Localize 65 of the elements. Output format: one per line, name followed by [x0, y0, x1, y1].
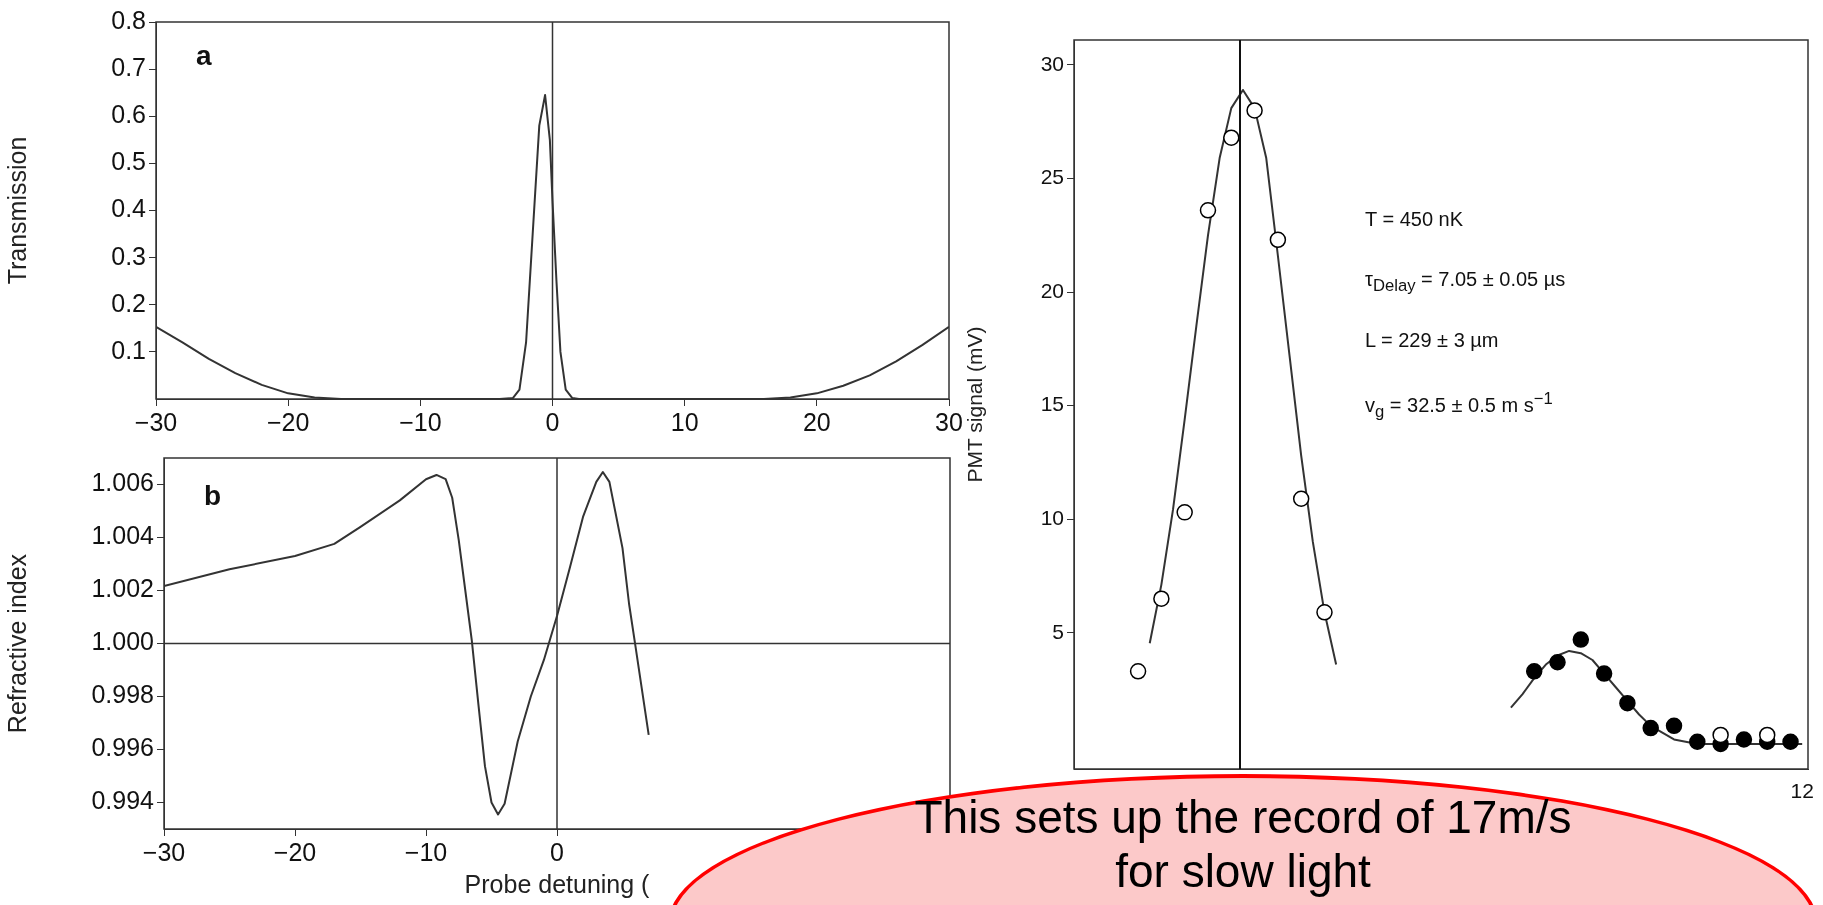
x-tick-label: −20 [273, 837, 317, 866]
y-tick-label: 0.3 [111, 241, 146, 270]
point [1712, 726, 1729, 744]
y-tick-label: 0.5 [111, 147, 146, 176]
y-tick-label: 5 [1052, 619, 1064, 643]
point [1782, 733, 1799, 750]
y-tick-label: 15 [1040, 392, 1064, 416]
point [1153, 590, 1170, 607]
annotation: L = 229 ± 3 µm [1365, 329, 1499, 352]
point [1269, 231, 1287, 249]
x-tick-label: 0 [545, 407, 560, 436]
y-tick-label: 1.004 [91, 521, 155, 550]
y-axis-title: Transmission [2, 136, 31, 285]
y-tick-label: 1.000 [91, 627, 154, 656]
annotation: v$_{g}$ = 32.5 ± 0.5 m s$^{−1}$ [1365, 389, 1553, 422]
point [1199, 202, 1217, 219]
point [1572, 631, 1590, 648]
y-tick-label: 1.002 [91, 574, 154, 603]
point [1689, 733, 1706, 750]
point [1735, 731, 1753, 748]
y-axis-title: Refractive index [2, 553, 31, 734]
y-tick-label: 0.994 [91, 786, 155, 815]
point [1223, 129, 1240, 146]
x-tick-label: 12 [1790, 779, 1814, 803]
y-tick-label: 30 [1040, 51, 1064, 75]
point [1642, 719, 1659, 737]
annotation: a [196, 40, 212, 72]
x-tick-label: 30 [935, 407, 963, 436]
point [1595, 665, 1613, 682]
y-tick-label: 0.1 [111, 335, 146, 364]
point [1525, 663, 1543, 680]
x-tick-label: −20 [266, 407, 310, 436]
annotation: b [204, 480, 222, 512]
y-tick-label: 0.998 [91, 680, 154, 709]
point [1549, 654, 1566, 671]
point [1246, 102, 1263, 119]
x-tick-label: 10 [670, 407, 699, 436]
x-axis-title: Probe detuning ( [464, 869, 651, 898]
x-tick-label: −10 [399, 407, 442, 436]
y-tick-label: 20 [1040, 278, 1064, 302]
y-tick-label: 25 [1040, 165, 1064, 189]
y-tick-label: 0.4 [111, 194, 147, 223]
annotation: τ$_{Delay}$ = 7.05 ± 0.05 µs [1365, 268, 1566, 296]
point [1176, 504, 1193, 521]
x-tick-label: −30 [142, 837, 186, 866]
x-tick-label: 20 [802, 407, 831, 436]
point [1292, 490, 1310, 507]
point [1758, 726, 1776, 744]
point [1619, 694, 1636, 712]
y-axis-title: PMT signal (mV) [963, 326, 987, 483]
y-tick-label: 10 [1040, 505, 1064, 529]
y-tick-label: 1.006 [91, 468, 154, 497]
y-tick-label: 0.7 [111, 53, 146, 82]
y-tick-label: 0.6 [111, 100, 146, 129]
x-tick-label: −30 [134, 407, 178, 436]
x-tick-label: −10 [404, 837, 448, 866]
y-tick-label: 0.996 [91, 733, 154, 762]
x-tick-label: 0 [550, 837, 564, 866]
point [1316, 604, 1333, 621]
y-tick-label: 0.2 [111, 288, 146, 317]
point [1665, 717, 1683, 735]
y-tick-label: 0.8 [111, 5, 146, 34]
point [1129, 663, 1147, 680]
annotation: T = 450 nK [1365, 208, 1464, 231]
annotation: This sets up the record of 17m/s for slow light [913, 790, 1573, 898]
